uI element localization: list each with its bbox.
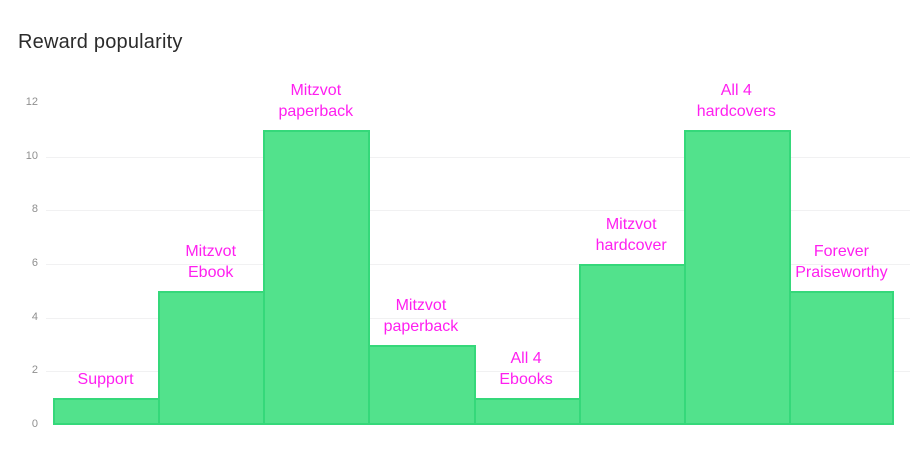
gridline xyxy=(46,210,910,212)
bar[interactable] xyxy=(473,398,581,425)
y-axis-tick-label: 10 xyxy=(25,149,38,162)
bar-label: Mitzvot paperback xyxy=(383,296,459,335)
bar-label: Forever Praiseworthy xyxy=(795,242,888,281)
bar[interactable] xyxy=(788,290,894,425)
bar[interactable] xyxy=(578,264,686,425)
y-axis-tick-label: 0 xyxy=(31,418,38,430)
bar-label: Mitzvot Ebook xyxy=(185,242,237,281)
y-axis-tick-label: 12 xyxy=(25,96,38,108)
bar[interactable] xyxy=(683,129,791,425)
bar[interactable] xyxy=(158,290,266,425)
chart-title: Reward popularity xyxy=(18,31,183,53)
gridline xyxy=(46,317,910,319)
gridline xyxy=(46,264,910,265)
y-axis-tick-label: 4 xyxy=(31,310,38,323)
y-axis-tick-label: 8 xyxy=(31,203,38,216)
bar-label: All 4 Ebooks xyxy=(499,350,553,389)
y-axis-tick-label: 2 xyxy=(31,364,38,377)
gridline xyxy=(46,156,910,158)
bar-label: Mitzvot hardcover xyxy=(595,216,667,254)
gridline xyxy=(46,371,910,373)
bar-label: Support xyxy=(77,371,134,389)
bar[interactable] xyxy=(263,129,371,425)
bar-label: All 4 hardcovers xyxy=(696,81,776,120)
bar-label: Mitzvot paperback xyxy=(278,81,354,120)
bar[interactable] xyxy=(53,398,161,425)
y-axis-tick-label: 6 xyxy=(31,257,38,269)
bar[interactable] xyxy=(368,344,476,425)
